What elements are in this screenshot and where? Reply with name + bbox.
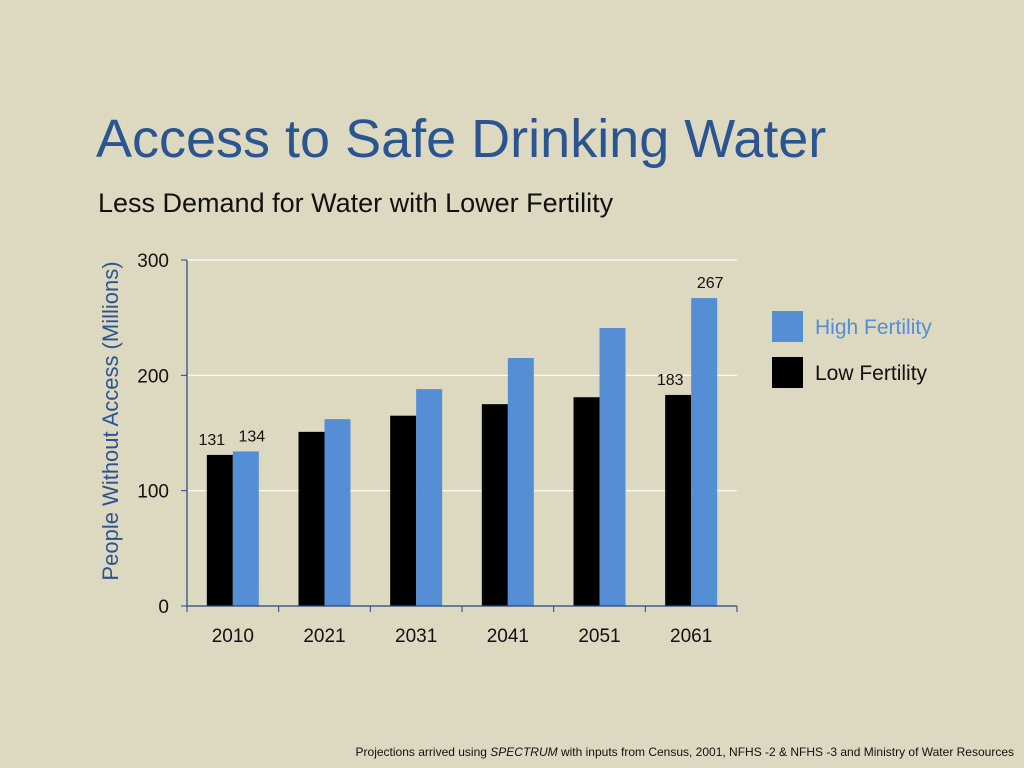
y-tick-label: 200 <box>137 366 169 387</box>
data-label: 267 <box>697 275 724 292</box>
bar-low-fertility <box>481 404 508 606</box>
slide-subtitle: Less Demand for Water with Lower Fertili… <box>98 188 614 218</box>
bar-high-fertility <box>324 419 351 606</box>
legend-swatch <box>772 357 803 388</box>
bar-low-fertility <box>298 431 325 606</box>
y-tick-label: 300 <box>137 251 169 272</box>
bar-low-fertility <box>573 397 600 606</box>
data-label: 134 <box>238 428 265 445</box>
slide-title: Access to Safe Drinking Water <box>96 109 827 169</box>
legend-swatch <box>772 311 803 342</box>
bar-high-fertility <box>232 451 259 606</box>
source-footnote: Projections arrived using SPECTRUM with … <box>356 745 1014 759</box>
x-tick-label: 2041 <box>487 626 529 647</box>
bar-high-fertility <box>507 358 534 606</box>
data-label: 131 <box>198 432 225 449</box>
x-tick-label: 2061 <box>670 626 712 647</box>
bar-low-fertility <box>665 394 692 606</box>
x-tick-label: 2010 <box>212 626 254 647</box>
x-tick-label: 2031 <box>395 626 437 647</box>
y-tick-label: 100 <box>137 482 169 503</box>
bar-high-fertility <box>599 328 626 606</box>
x-tick-label: 2021 <box>303 626 345 647</box>
footnote-suffix: with inputs from Census, 2001, NFHS -2 &… <box>557 745 1014 759</box>
x-tick-label: 2051 <box>578 626 620 647</box>
legend-label: High Fertility <box>815 316 932 339</box>
y-axis-title: People Without Access (Millions) <box>98 261 123 580</box>
bar-high-fertility <box>416 389 443 606</box>
legend-label: Low Fertility <box>815 362 928 385</box>
bar-high-fertility <box>691 298 718 606</box>
bar-low-fertility <box>206 454 233 606</box>
data-label: 183 <box>657 372 684 389</box>
footnote-emphasis: SPECTRUM <box>490 745 558 759</box>
footnote-prefix: Projections arrived using <box>355 745 491 759</box>
bar-low-fertility <box>390 415 417 606</box>
y-tick-label: 0 <box>158 597 169 618</box>
